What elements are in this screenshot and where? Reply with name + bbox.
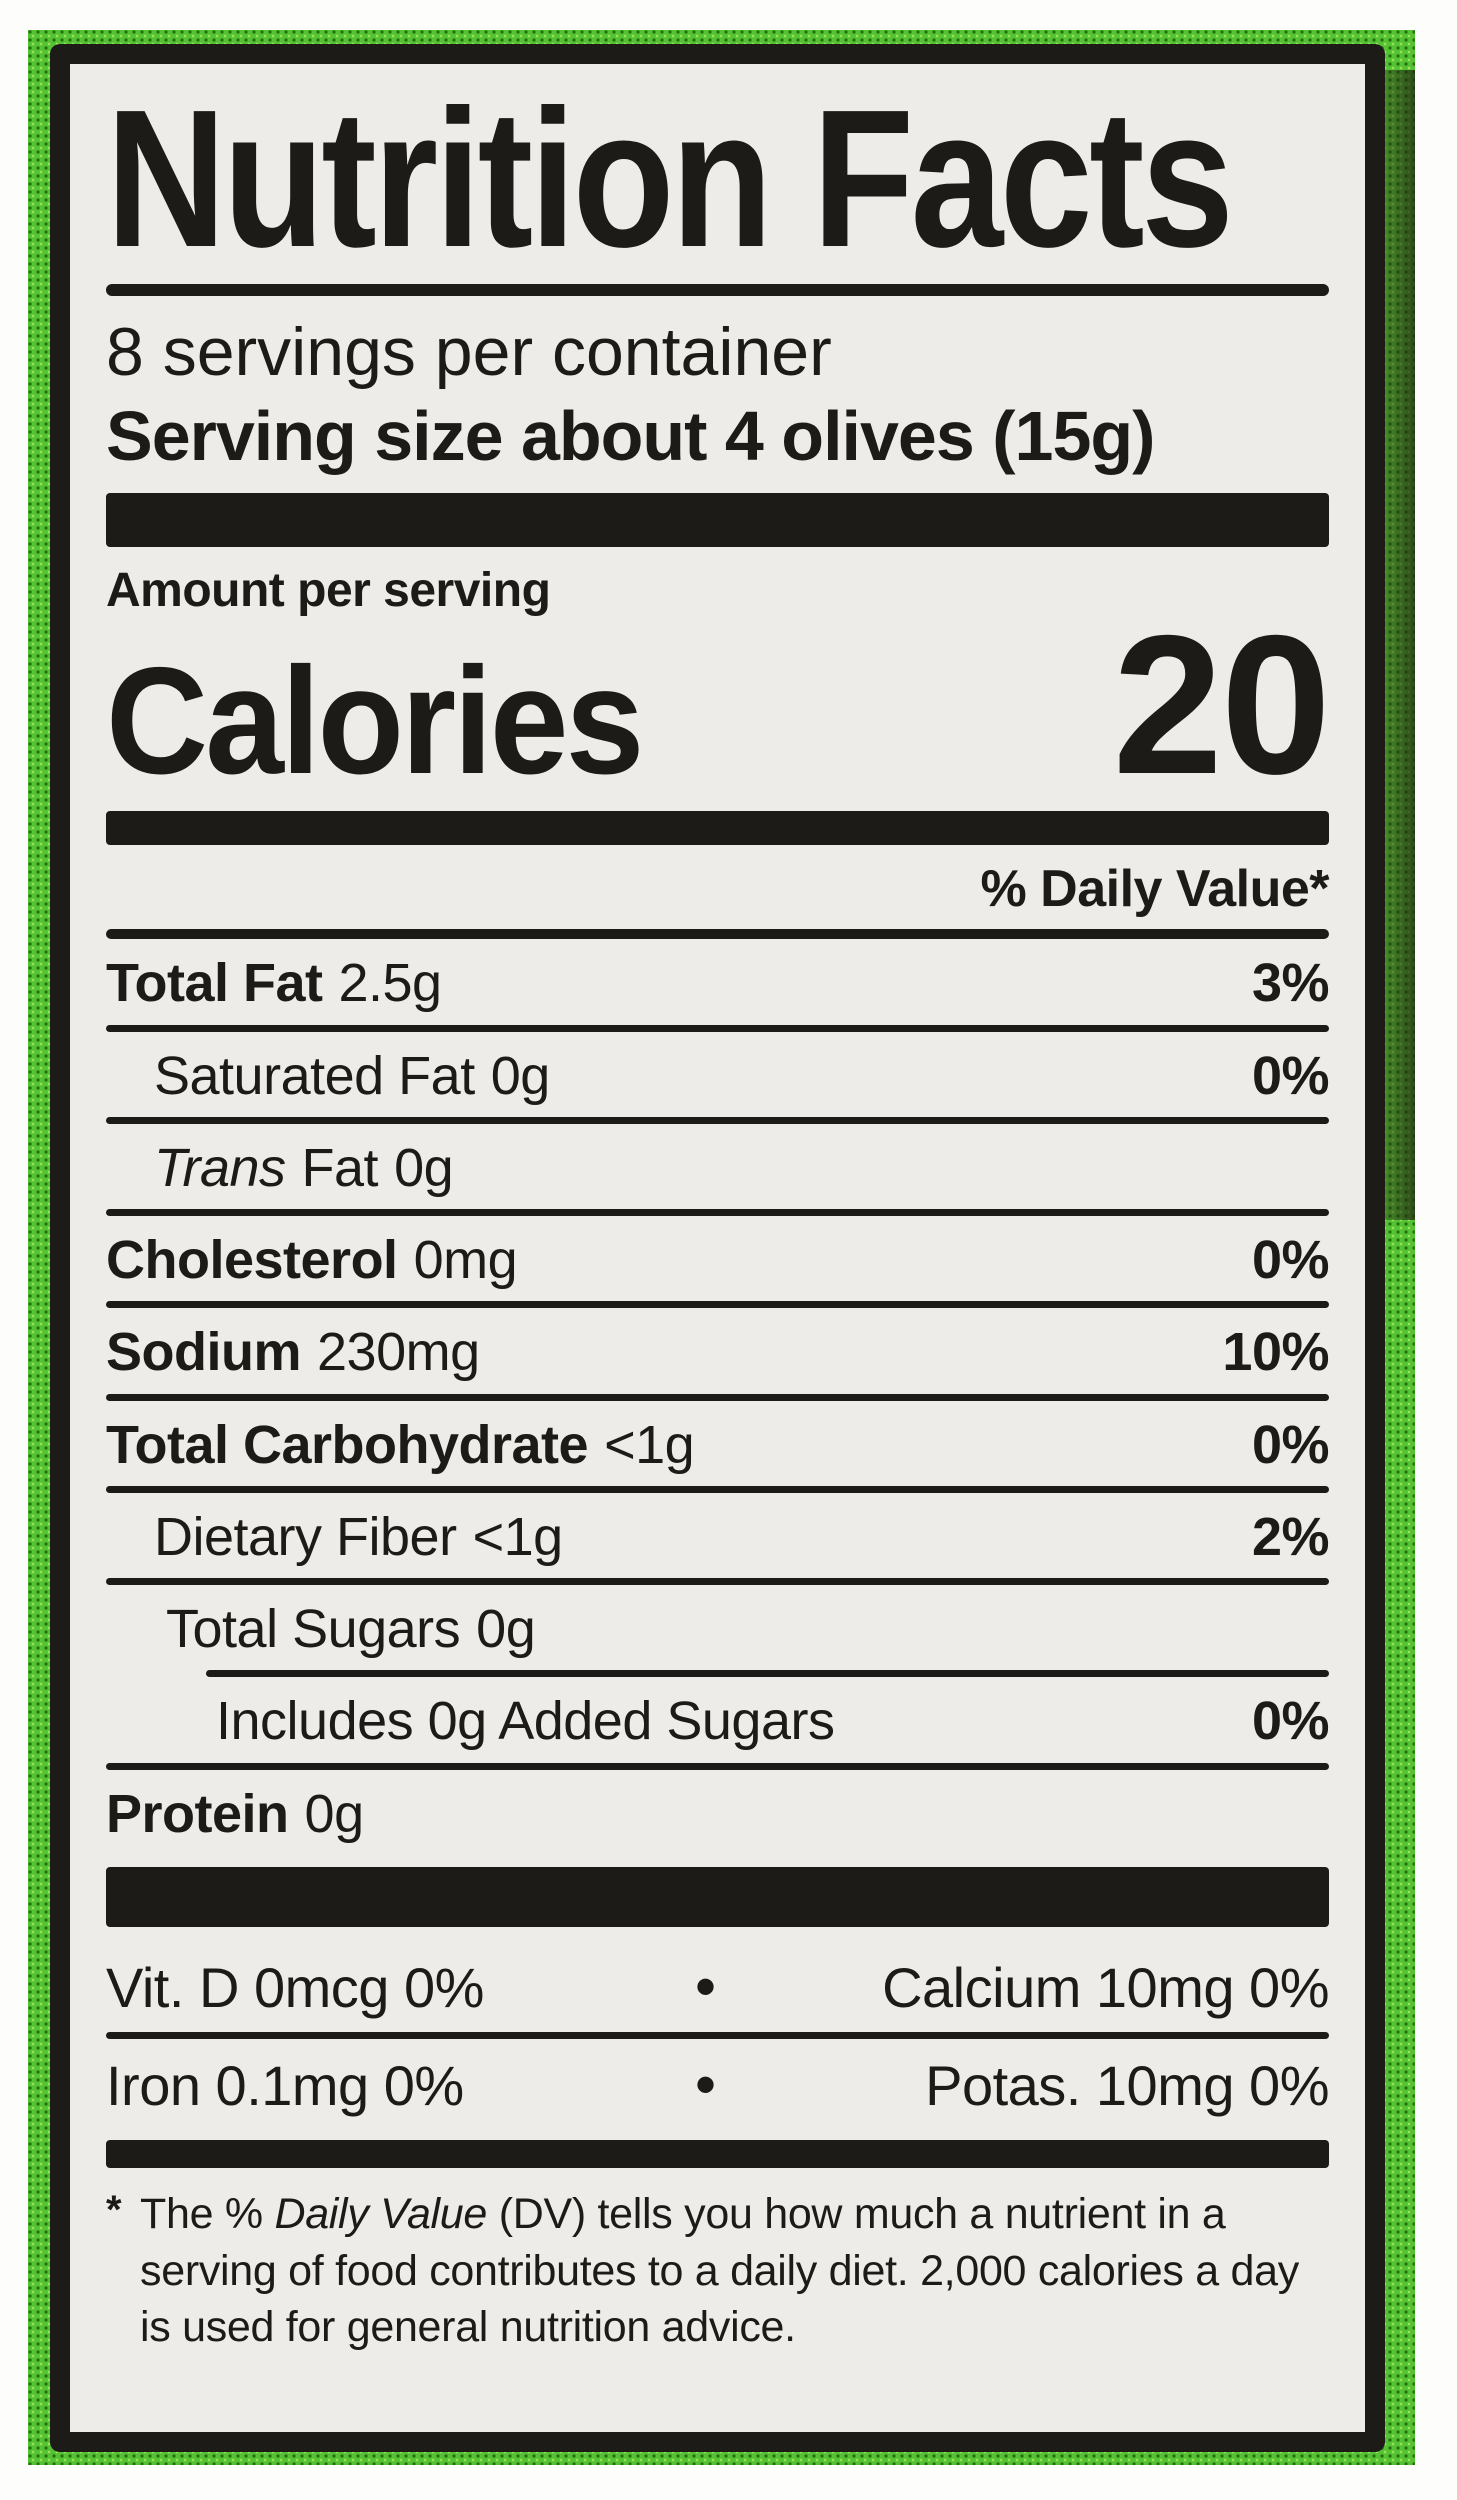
nutrient-row-total-sugars: Total Sugars 0g	[106, 1585, 1329, 1670]
micronutrient-row-2: Iron 0.1mg 0% • Potas. 10mg 0%	[106, 2051, 1330, 2119]
medium-separator-bar-footnote	[106, 2139, 1329, 2168]
thick-separator-bar-vitamins	[106, 1866, 1329, 1927]
nutrient-name: Total Sugars	[166, 1599, 461, 1660]
nutrient-name: Sodium	[106, 1322, 302, 1383]
nutrient-row-cholesterol: Cholesterol 0mg 0%	[106, 1216, 1330, 1301]
nutrient-daily-value: 0%	[1251, 1691, 1330, 1752]
row-separator	[106, 1485, 1329, 1493]
row-separator	[106, 1578, 1329, 1586]
row-separator	[106, 1209, 1329, 1217]
nutrient-name-italic: Trans	[154, 1137, 286, 1198]
nutrition-facts-label: Nutrition Facts 8 servings per container…	[50, 44, 1385, 2452]
nutrient-amount: 0g	[490, 1045, 551, 1106]
medium-separator-bar-calories	[106, 811, 1329, 846]
title-underline	[106, 284, 1329, 297]
nutrient-amount: 0g	[304, 1783, 365, 1844]
servings-per-container: 8 servings per container	[106, 314, 832, 391]
micronutrient-left: Vit. D 0mcg 0%	[106, 1955, 484, 2019]
footnote-daily-value-italic: Daily Value	[274, 2189, 488, 2238]
nutrient-amount: 2.5g	[338, 953, 442, 1014]
nutrient-name: Total Fat	[106, 953, 323, 1014]
row-separator	[106, 1116, 1329, 1124]
row-separator	[106, 1301, 1329, 1309]
calories-label: Calories	[106, 636, 644, 807]
footnote-text: The % Daily Value (DV) tells you how muc…	[140, 2189, 1299, 2352]
micronutrient-right: Potas. 10mg 0%	[925, 2053, 1329, 2117]
amount-per-serving-label: Amount per serving	[106, 564, 551, 618]
nutrient-row-trans-fat: Trans Fat 0g	[106, 1124, 1329, 1209]
micronutrient-row-1: Vit. D 0mcg 0% • Calcium 10mg 0%	[106, 1953, 1330, 2021]
nutrient-row-added-sugars: Includes 0g Added Sugars 0%	[106, 1677, 1330, 1762]
nutrient-amount: 230mg	[317, 1322, 480, 1383]
nutrient-daily-value: 0%	[1251, 1045, 1330, 1106]
footnote-asterisk: *	[106, 2187, 122, 2232]
row-separator	[106, 1393, 1329, 1401]
nutrient-name: Cholesterol	[106, 1230, 398, 1291]
thick-separator-bar-top	[106, 493, 1329, 548]
calories-row: Calories 20	[106, 594, 1331, 816]
nutrient-row-dietary-fiber: Dietary Fiber <1g 2%	[106, 1493, 1330, 1578]
calories-value: 20	[1112, 594, 1331, 816]
nutrient-amount: 0mg	[413, 1230, 518, 1291]
micronutrient-left: Iron 0.1mg 0%	[106, 2053, 464, 2117]
row-separator	[106, 1762, 1329, 1770]
nutrient-name: Includes 0g Added Sugars	[216, 1691, 835, 1752]
nutrient-daily-value: 2%	[1251, 1506, 1330, 1567]
nutrient-daily-value: 10%	[1222, 1322, 1329, 1383]
green-package-background: Nutrition Facts 8 servings per container…	[28, 30, 1415, 2465]
row-separator	[106, 1024, 1329, 1032]
micronutrient-right: Calcium 10mg 0%	[882, 1955, 1329, 2019]
nutrient-daily-value: 0%	[1251, 1414, 1330, 1475]
nutrient-daily-value: 3%	[1251, 953, 1330, 1014]
daily-value-footnote: * The % Daily Value (DV) tells you how m…	[106, 2186, 1329, 2356]
nutrient-row-sodium: Sodium 230mg 10%	[106, 1308, 1329, 1393]
nutrient-row-total-fat: Total Fat 2.5g 3%	[106, 939, 1330, 1024]
nutrient-amount: 0g	[476, 1599, 536, 1660]
nutrient-amount: <1g	[472, 1506, 564, 1567]
nutrient-name: Dietary Fiber	[154, 1506, 457, 1567]
nutrient-daily-value: 0%	[1251, 1230, 1330, 1291]
nutrient-name: Fat	[301, 1137, 379, 1198]
nutrient-row-total-carbohydrate: Total Carbohydrate <1g 0%	[106, 1401, 1330, 1486]
nutrient-name: Protein	[106, 1783, 289, 1844]
nutrient-name: Total Carbohydrate	[106, 1414, 589, 1475]
nutrient-name: Saturated Fat	[154, 1045, 475, 1106]
nutrient-row-protein: Protein 0g	[106, 1770, 1329, 1855]
serving-size-line: Serving size about 4 olives (15g)	[106, 397, 1155, 476]
nutrition-facts-title: Nutrition Facts	[106, 69, 1329, 288]
nutrient-amount: <1g	[604, 1414, 695, 1475]
nutrient-row-saturated-fat: Saturated Fat 0g 0%	[106, 1032, 1330, 1117]
row-separator	[106, 2031, 1329, 2039]
nutrient-amount: 0g	[394, 1137, 454, 1198]
row-separator-indented	[206, 1670, 1329, 1678]
daily-value-header: % Daily Value*	[980, 860, 1329, 919]
daily-value-underline	[106, 929, 1329, 940]
nutrition-facts-title-text: Nutrition Facts	[106, 69, 1234, 288]
